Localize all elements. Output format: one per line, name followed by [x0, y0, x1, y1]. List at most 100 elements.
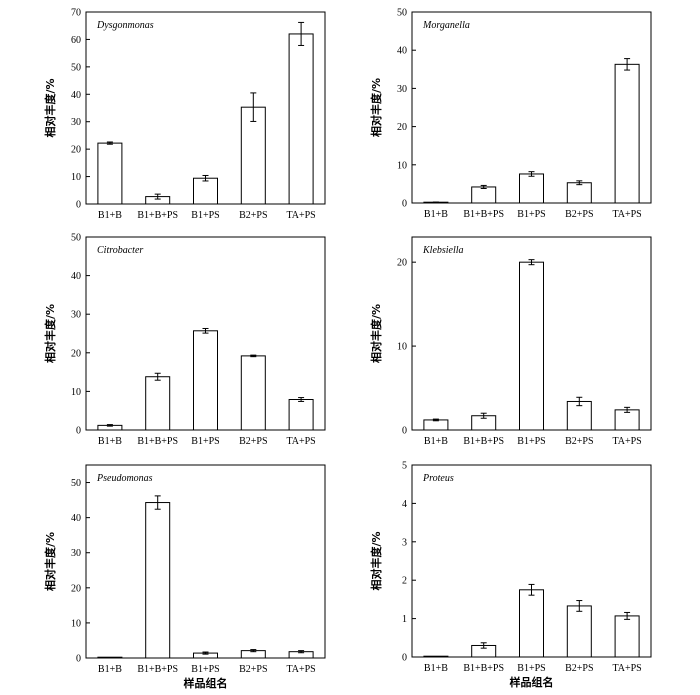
y-tick-label: 50: [71, 478, 81, 489]
y-tick-label: 50: [71, 233, 81, 244]
x-tick-label: TA+PS: [612, 436, 641, 447]
panel-pseudomonas: 0 10 20 30 40 50 B1+B B1+B+PS B1+PS B2+PS TA+PS Pse…: [43, 464, 326, 690]
y-tick-label: 0: [76, 426, 81, 437]
y-axis-label: 相对丰度/%: [369, 304, 383, 363]
x-tick-label: B1+B: [98, 210, 122, 221]
y-tick-label: 3: [402, 537, 407, 548]
y-tick-label: 30: [71, 117, 81, 128]
y-tick-label: 0: [402, 653, 407, 664]
y-tick-label: 0: [76, 654, 81, 665]
y-tick-label: 40: [71, 271, 81, 282]
x-tick-label: B1+B: [98, 436, 122, 447]
y-tick-label: 30: [71, 548, 81, 559]
y-tick-label: 50: [71, 62, 81, 73]
x-tick-label: B2+PS: [565, 663, 593, 674]
bar-ta-ps: [288, 33, 314, 205]
x-tick-label: B1+B+PS: [463, 209, 504, 220]
x-tick-label: B1+PS: [517, 663, 545, 674]
bar-b2-ps: [566, 605, 592, 658]
panel-title: Pseudomonas: [96, 473, 153, 484]
panel-title: Citrobacter: [97, 245, 143, 256]
x-tick-label: B1+B+PS: [137, 436, 178, 447]
y-tick-label: 10: [71, 172, 81, 183]
panel-title: Dysgonmonas: [96, 20, 154, 31]
x-tick-label: B2+PS: [239, 436, 267, 447]
x-tick-label: B1+B: [424, 436, 448, 447]
y-tick-label: 10: [71, 387, 81, 398]
bar-b1-b-ps: [145, 376, 171, 431]
y-tick-label: 60: [71, 35, 81, 46]
x-tick-label: TA+PS: [286, 664, 315, 675]
bar-b1-b-ps: [471, 186, 497, 204]
y-tick-label: 40: [397, 46, 407, 57]
x-tick-label: B1+B+PS: [463, 663, 504, 674]
x-tick-label: B1+B: [424, 209, 448, 220]
y-tick-label: 0: [402, 426, 407, 437]
x-tick-label: TA+PS: [286, 210, 315, 221]
bar-b1-ps: [519, 589, 544, 658]
y-tick-label: 40: [71, 513, 81, 524]
x-tick-label: B1+B: [98, 664, 122, 675]
x-tick-label: B1+B+PS: [137, 210, 178, 221]
bar-b2-ps: [240, 106, 266, 205]
bar-b2-ps: [566, 182, 592, 204]
y-axis-label: 相对丰度/%: [369, 78, 383, 137]
bar-ta-ps: [614, 63, 640, 204]
y-tick-label: 5: [402, 461, 407, 472]
x-tick-label: B1+PS: [191, 664, 219, 675]
bar-b1-b-ps: [145, 502, 171, 659]
y-axis-label: 相对丰度/%: [369, 531, 383, 590]
bar-ta-ps: [614, 615, 640, 658]
y-axis-label: 相对丰度/%: [43, 532, 57, 591]
panel-title: Proteus: [422, 473, 454, 484]
bar-b2-ps: [566, 400, 592, 431]
panel-klebsiella: 0 10 20 B1+B B1+B+PS B1+PS B2+PS TA+PS Klebsiell…: [369, 236, 652, 447]
y-tick-label: 0: [76, 200, 81, 211]
x-tick-label: B1+B+PS: [137, 664, 178, 675]
y-tick-label: 20: [397, 258, 407, 269]
x-tick-label: TA+PS: [612, 663, 641, 674]
panel-title: Klebsiella: [422, 245, 464, 256]
panel-proteus: 0 1 2 3 4 5 B1+B B1+B+PS B1+PS B2+PS TA+PS Proteus 相…: [369, 461, 652, 689]
y-tick-label: 10: [397, 160, 407, 171]
x-tick-label: B1+B: [424, 663, 448, 674]
bar-b1-b: [423, 419, 449, 431]
y-tick-label: 40: [71, 90, 81, 101]
y-tick-label: 20: [71, 145, 81, 156]
x-tick-label: B1+PS: [191, 210, 219, 221]
x-tick-label: B1+PS: [517, 209, 545, 220]
y-axis-label: 相对丰度/%: [43, 304, 57, 363]
y-tick-label: 10: [71, 618, 81, 629]
bar-ta-ps: [614, 409, 640, 431]
y-tick-label: 2: [402, 576, 407, 587]
y-tick-label: 10: [397, 342, 407, 353]
y-tick-label: 4: [402, 499, 407, 510]
bar-ta-ps: [288, 399, 314, 431]
panel-title: Morganella: [422, 20, 470, 31]
x-tick-label: B2+PS: [565, 209, 593, 220]
panel-morganella: 0 10 20 30 40 50 B1+B B1+B+PS B1+PS B2+PS TA+PS Mor…: [369, 8, 652, 220]
bar-b1-ps: [519, 261, 544, 431]
bar-b1-b: [423, 655, 449, 658]
y-tick-label: 30: [397, 84, 407, 95]
bar-b1-ps: [193, 330, 218, 431]
y-tick-label: 70: [71, 8, 81, 19]
bar-b1-b: [97, 142, 123, 205]
x-axis-label: 样品组名: [510, 675, 554, 689]
plot-frame: [85, 464, 326, 659]
bar-b1-ps: [519, 173, 544, 204]
y-tick-label: 30: [71, 310, 81, 321]
bar-b1-ps: [193, 177, 218, 205]
x-tick-label: B2+PS: [239, 664, 267, 675]
x-tick-label: B1+PS: [517, 436, 545, 447]
panel-citrobacter: 0 10 20 30 40 50 B1+B B1+B+PS B1+PS B2+PS TA+PS Cit…: [43, 233, 326, 447]
x-tick-label: TA+PS: [286, 436, 315, 447]
y-tick-label: 50: [397, 8, 407, 19]
y-axis-label: 相对丰度/%: [43, 78, 57, 137]
x-tick-label: B1+B+PS: [463, 436, 504, 447]
y-tick-label: 0: [402, 199, 407, 210]
y-tick-label: 20: [71, 583, 81, 594]
x-tick-label: TA+PS: [612, 209, 641, 220]
y-tick-label: 20: [71, 348, 81, 359]
